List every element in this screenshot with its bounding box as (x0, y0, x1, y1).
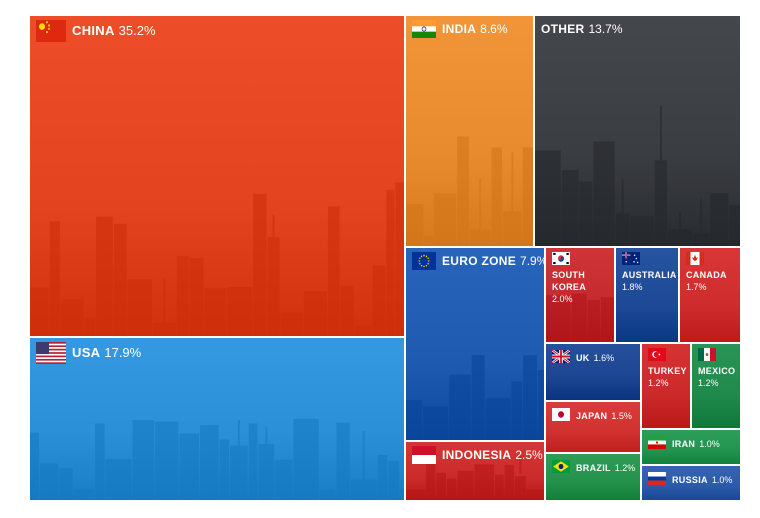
tile-turkey: TURKEY 1.2% (642, 344, 690, 428)
canada-flag-icon (686, 252, 704, 265)
country-name: AUSTRALIA (622, 270, 677, 280)
tile-south-korea: SOUTH KOREA 2.0% (546, 248, 614, 342)
tile-label: BRAZIL 1.2% (552, 458, 636, 476)
tile-canada: CANADA 1.7% (680, 248, 740, 342)
south-korea-flag-icon (552, 252, 570, 265)
tile-japan: JAPAN 1.5% (546, 402, 640, 452)
country-name: EURO ZONE (442, 254, 517, 269)
tile-indonesia: INDONESIA 2.5% (406, 442, 544, 500)
skyline-euro-zone (406, 355, 544, 440)
country-name: CANADA (686, 270, 727, 280)
share-value: 1.0% (699, 439, 720, 449)
country-name: INDONESIA (442, 448, 512, 463)
skyline-indonesia (406, 455, 544, 500)
turkey-flag-icon (648, 348, 666, 361)
tile-brazil: BRAZIL 1.2% (546, 454, 640, 500)
uk-flag-icon (552, 350, 570, 364)
tile-australia: AUSTRALIA 1.8% (616, 248, 678, 342)
tile-uk: UK 1.6% (546, 344, 640, 400)
skyline-south-korea (546, 293, 614, 342)
india-flag-icon (412, 20, 436, 38)
country-name: IRAN (672, 439, 696, 449)
tile-label: JAPAN 1.5% (552, 406, 636, 424)
tile-label: TURKEY 1.2% (648, 348, 687, 389)
skyline-other (535, 105, 740, 246)
china-flag-icon (36, 20, 66, 42)
share-value: 1.2% (648, 378, 669, 388)
tile-china: CHINA 35.2% (30, 16, 404, 336)
share-value: 1.7% (686, 282, 707, 292)
country-name: INDIA (442, 22, 477, 37)
share-value: 13.7% (588, 22, 623, 36)
tile-iran: IRAN 1.0% (642, 430, 740, 464)
share-value: 2.0% (552, 294, 573, 304)
share-value: 1.6% (593, 353, 615, 363)
country-name: USA (72, 345, 101, 361)
tile-label: IRAN 1.0% (648, 434, 736, 452)
australia-flag-icon (622, 252, 640, 265)
skyline-usa (30, 418, 404, 500)
share-value: 8.6% (480, 22, 508, 37)
tile-usa: USA 17.9% (30, 338, 404, 500)
russia-flag-icon (648, 472, 666, 486)
tile-label: USA 17.9% (36, 342, 400, 364)
share-value: 7.9% (520, 254, 544, 269)
skyline-india (406, 136, 533, 246)
country-name: TURKEY (648, 366, 687, 376)
tile-label: SOUTH KOREA 2.0% (552, 252, 610, 305)
share-value: 35.2% (118, 23, 156, 39)
tile-label: MEXICO 1.2% (698, 348, 736, 389)
share-value: 1.8% (622, 282, 643, 292)
eu-flag-icon (412, 252, 436, 270)
tile-label: INDONESIA 2.5% (412, 446, 543, 464)
tile-label: UK 1.6% (552, 348, 636, 366)
country-name: CHINA (72, 23, 115, 39)
country-name: MEXICO (698, 366, 736, 376)
country-name: UK (576, 353, 590, 363)
share-value: 1.2% (614, 463, 636, 473)
japan-flag-icon (552, 408, 570, 422)
mexico-flag-icon (698, 348, 716, 361)
tile-label: CANADA 1.7% (686, 252, 736, 293)
skyline-china (30, 182, 404, 336)
country-name: SOUTH KOREA (552, 270, 587, 292)
indonesia-flag-icon (412, 446, 436, 464)
share-value: 1.2% (698, 378, 719, 388)
share-value: 17.9% (104, 345, 142, 361)
share-value: 1.0% (711, 475, 733, 485)
country-name: RUSSIA (672, 475, 708, 485)
usa-flag-icon (36, 342, 66, 364)
share-value: 2.5% (515, 448, 543, 463)
tile-label: RUSSIA 1.0% (648, 470, 736, 488)
tile-other: OTHER 13.7% (535, 16, 740, 246)
country-name: JAPAN (576, 411, 608, 421)
iran-flag-icon (648, 436, 666, 450)
country-name: BRAZIL (576, 463, 611, 473)
country-name: OTHER (541, 22, 585, 36)
tile-label: OTHER 13.7% (541, 20, 736, 38)
share-value: 1.5% (611, 411, 632, 421)
tile-india: INDIA 8.6% (406, 16, 533, 246)
brazil-flag-icon (552, 460, 570, 474)
tile-label: CHINA 35.2% (36, 20, 400, 42)
tile-label: AUSTRALIA 1.8% (622, 252, 677, 293)
tile-russia: RUSSIA 1.0% (642, 466, 740, 500)
tile-label: INDIA 8.6% (412, 20, 529, 38)
tile-mexico: MEXICO 1.2% (692, 344, 740, 428)
